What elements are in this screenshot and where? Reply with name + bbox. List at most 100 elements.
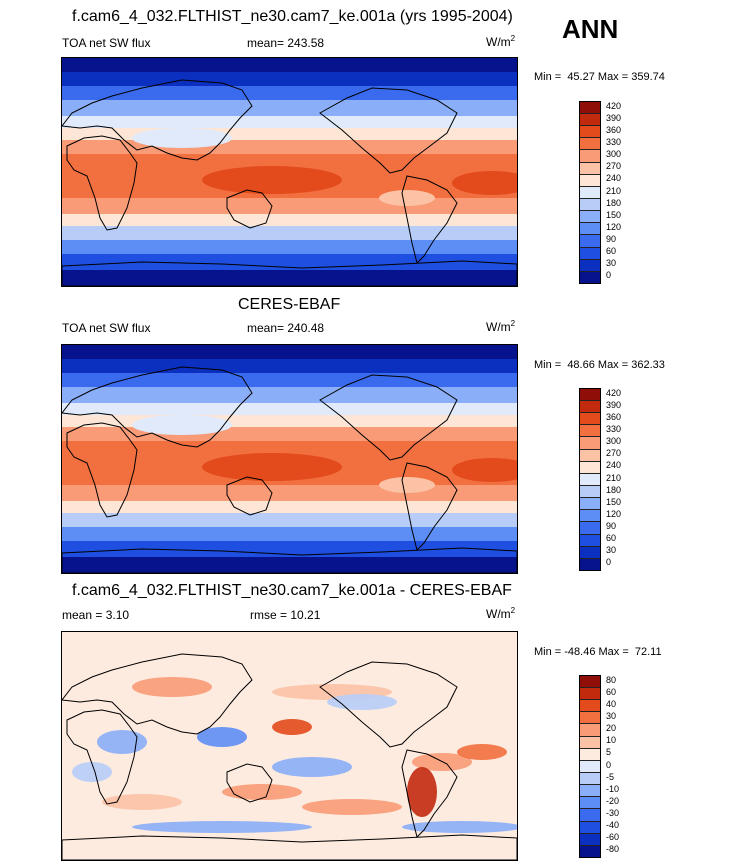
colorbar-cell: [580, 436, 600, 449]
colorbar-tick-label: 30: [606, 711, 617, 722]
colorbar-tick-label: 360: [606, 412, 622, 423]
colorbar-tick-label: 0: [606, 759, 612, 770]
panel-3-rmse-label: rmse = 10.21: [250, 608, 321, 622]
panel-2-mean-label: mean= 240.48: [247, 321, 325, 335]
panel-2-title: CERES-EBAF: [238, 296, 341, 313]
colorbar-tick-label: 30: [606, 257, 617, 268]
colorbar-cell: [580, 747, 600, 760]
colorbar-cell: [580, 509, 600, 522]
coastline-south-america: [401, 749, 458, 838]
colorbar-cell: [580, 711, 600, 724]
colorbar-tick-label: 30: [606, 544, 617, 555]
colorbar-cell: [580, 687, 600, 700]
panel-1-units: W/m2: [486, 34, 516, 49]
colorbar-tick-label: 90: [606, 520, 617, 531]
colorbar-tick-label: -5: [606, 771, 615, 782]
panel-3-units: W/m2: [486, 606, 516, 621]
colorbar-tick-label: 210: [606, 472, 622, 483]
colorbar-cell: [580, 161, 600, 174]
colorbar-cell: [580, 808, 600, 821]
colorbar-tick-label: 80: [606, 675, 617, 686]
panel-2-map: [61, 344, 518, 574]
coastline-africa: [66, 709, 138, 805]
colorbar-tick-label: 0: [606, 269, 612, 280]
panel-1-variable-label: TOA net SW flux: [62, 36, 151, 50]
colorbar-tick-label: -60: [606, 831, 620, 842]
panel-3-colorbar-labels: -80 -60 -40 -30 -20 -10 -5 0 5 10 20 30 40 60 80: [606, 675, 646, 856]
panel-1-mean-label: mean= 243.58: [247, 36, 325, 50]
colorbar-tick-label: -10: [606, 783, 620, 794]
colorbar-cell: [580, 270, 600, 283]
colorbar-tick-label: 0: [606, 556, 612, 567]
panel-3-mean-label: mean = 3.10: [62, 608, 130, 622]
coastline-australia: [226, 189, 273, 229]
colorbar-cell: [580, 400, 600, 413]
colorbar-cell: [580, 388, 600, 401]
colorbar-cell: [580, 844, 600, 857]
colorbar-tick-label: 40: [606, 699, 617, 710]
colorbar-tick-label: 20: [606, 723, 617, 734]
colorbar-cell: [580, 424, 600, 437]
colorbar-tick-label: -30: [606, 807, 620, 818]
panel-1-title: f.cam6_4_032.FLTHIST_ne30.cam7_ke.001a (…: [72, 8, 513, 25]
panel-2-variable-label: TOA net SW flux: [62, 321, 151, 335]
coastline-europe-asia: [62, 79, 253, 161]
coastline-australia: [226, 476, 273, 516]
colorbar-cell: [580, 101, 600, 114]
coastline-antarctica: [62, 834, 517, 860]
colorbar-cell: [580, 125, 600, 138]
colorbar-tick-label: 240: [606, 173, 622, 184]
panel-3-map: [61, 631, 518, 861]
colorbar-tick-label: 120: [606, 508, 622, 519]
colorbar-cell: [580, 460, 600, 473]
coastline-north-america: [319, 661, 458, 748]
colorbar-cell: [580, 137, 600, 150]
season-label: ANN: [562, 14, 619, 44]
colorbar-tick-label: 270: [606, 161, 622, 172]
colorbar-cell: [580, 772, 600, 785]
colorbar-cell: [580, 258, 600, 271]
colorbar-cell: [580, 545, 600, 558]
colorbar-tick-label: 90: [606, 233, 617, 244]
colorbar-cell: [580, 796, 600, 809]
colorbar-cell: [580, 557, 600, 570]
colorbar-cell: [580, 149, 600, 162]
coastline-antarctica: [62, 260, 517, 286]
colorbar-tick-label: 5: [606, 747, 612, 758]
panel-1-min-max: Min = 45.27 Max = 359.74: [534, 71, 665, 83]
panel-2-colorbar: [579, 388, 601, 571]
colorbar-cell: [580, 198, 600, 211]
colorbar-tick-label: 60: [606, 245, 617, 256]
colorbar-tick-label: -20: [606, 795, 620, 806]
colorbar-tick-label: 390: [606, 113, 622, 124]
colorbar-tick-label: 120: [606, 221, 622, 232]
colorbar-cell: [580, 185, 600, 199]
colorbar-cell: [580, 246, 600, 259]
coastline-south-america: [401, 175, 458, 264]
panel-3-title: f.cam6_4_032.FLTHIST_ne30.cam7_ke.001a -…: [72, 582, 512, 599]
colorbar-cell: [580, 784, 600, 797]
colorbar-cell: [580, 723, 600, 736]
colorbar-tick-label: 10: [606, 735, 617, 746]
colorbar-cell: [580, 222, 600, 235]
colorbar-cell: [580, 735, 600, 748]
colorbar-cell: [580, 472, 600, 486]
panel-2-min-max: Min = 48.66 Max = 362.33: [534, 359, 665, 371]
coastline-north-america: [319, 374, 458, 461]
colorbar-cell: [580, 113, 600, 126]
colorbar-cell: [580, 173, 600, 186]
colorbar-tick-label: 180: [606, 484, 622, 495]
colorbar-cell: [580, 759, 600, 773]
colorbar-cell: [580, 820, 600, 833]
panel-1-map: [61, 57, 518, 287]
colorbar-cell: [580, 832, 600, 845]
panel-1-colorbar: [579, 101, 601, 284]
colorbar-tick-label: 240: [606, 460, 622, 471]
coastline-africa: [66, 135, 138, 231]
colorbar-tick-label: 300: [606, 436, 622, 447]
colorbar-tick-label: 60: [606, 532, 617, 543]
colorbar-cell: [580, 699, 600, 712]
colorbar-cell: [580, 533, 600, 546]
colorbar-cell: [580, 210, 600, 223]
colorbar-tick-label: 300: [606, 149, 622, 160]
